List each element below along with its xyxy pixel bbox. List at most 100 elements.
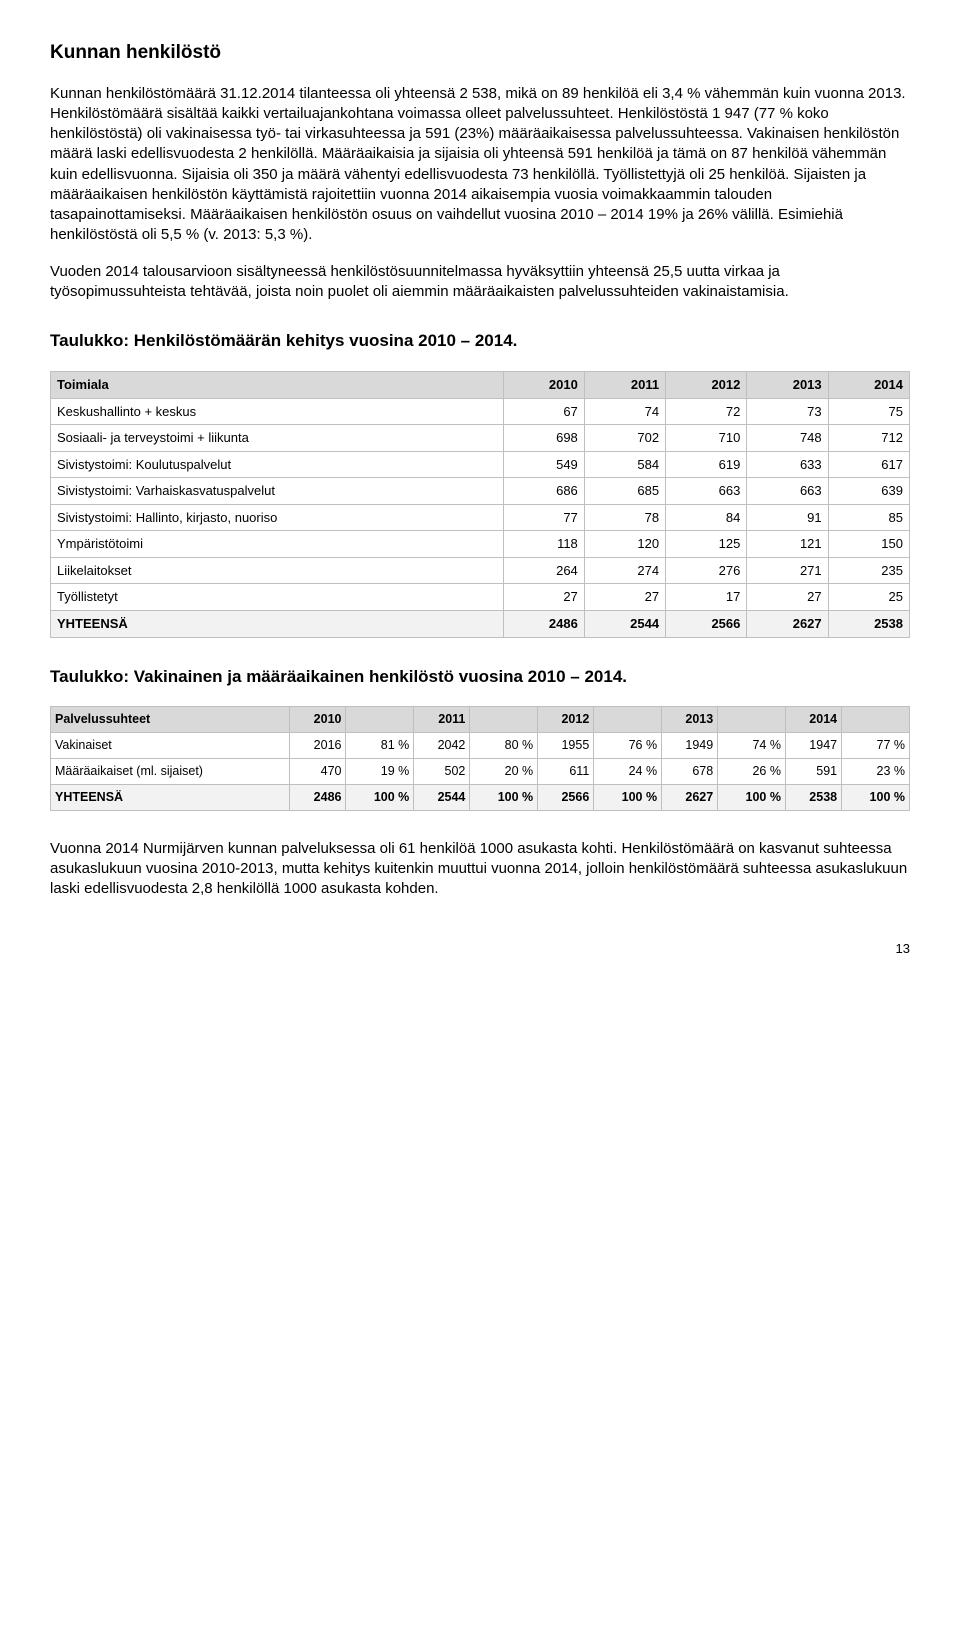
col-header: 2013 — [747, 372, 828, 399]
table-cell: 100 % — [346, 785, 414, 811]
table-cell: 125 — [666, 531, 747, 558]
table-cell: Työllistetyt — [51, 584, 504, 611]
table-cell: 502 — [414, 759, 470, 785]
table-cell: 748 — [747, 425, 828, 452]
table-cell: 639 — [828, 478, 909, 505]
table-cell: 685 — [584, 478, 665, 505]
table2-title: Taulukko: Vakinainen ja määräaikainen he… — [50, 666, 910, 689]
col-header: 2011 — [584, 372, 665, 399]
table-row: Sivistystoimi: Koulutuspalvelut549584619… — [51, 451, 910, 478]
col-header: 2013 — [662, 707, 718, 733]
table-row: Ympäristötoimi118120125121150 — [51, 531, 910, 558]
table-row: Keskushallinto + keskus6774727375 — [51, 398, 910, 425]
table-cell: 712 — [828, 425, 909, 452]
table-henkilostomaara: Toimiala 2010 2011 2012 2013 2014 Keskus… — [50, 371, 910, 637]
table-cell: Sivistystoimi: Varhaiskasvatuspalvelut — [51, 478, 504, 505]
col-header: 2010 — [503, 372, 584, 399]
table-cell: Liikelaitokset — [51, 557, 504, 584]
table-cell: 1955 — [538, 733, 594, 759]
table-cell: 678 — [662, 759, 718, 785]
table-cell: 76 % — [594, 733, 662, 759]
table-cell: 663 — [747, 478, 828, 505]
col-header — [470, 707, 538, 733]
col-header: 2010 — [290, 707, 346, 733]
table-cell: 81 % — [346, 733, 414, 759]
table-cell: 611 — [538, 759, 594, 785]
table1-title: Taulukko: Henkilöstömäärän kehitys vuosi… — [50, 330, 910, 353]
table-cell: 1947 — [785, 733, 841, 759]
table-cell: 20 % — [470, 759, 538, 785]
page-title: Kunnan henkilöstö — [50, 40, 910, 66]
col-header: 2012 — [666, 372, 747, 399]
table-total-row: YHTEENSÄ24862544256626272538 — [51, 611, 910, 638]
table-row: Vakinaiset201681 %204280 %195576 %194974… — [51, 733, 910, 759]
col-header: 2011 — [414, 707, 470, 733]
table-cell: 26 % — [718, 759, 786, 785]
table-row: Määräaikaiset (ml. sijaiset)47019 %50220… — [51, 759, 910, 785]
table-vakinainen-maaraaikainen: Palvelussuhteet 2010 2011 2012 2013 2014… — [50, 706, 910, 811]
table-cell: 702 — [584, 425, 665, 452]
table-cell: Keskushallinto + keskus — [51, 398, 504, 425]
col-header — [718, 707, 786, 733]
table-cell: 100 % — [842, 785, 910, 811]
col-header — [842, 707, 910, 733]
table-cell: 73 — [747, 398, 828, 425]
table-cell: 24 % — [594, 759, 662, 785]
table-cell: 584 — [584, 451, 665, 478]
col-header: 2014 — [785, 707, 841, 733]
table-cell: 2538 — [828, 611, 909, 638]
table-cell: 77 % — [842, 733, 910, 759]
table-cell: 698 — [503, 425, 584, 452]
table-cell: Sosiaali- ja terveystoimi + liikunta — [51, 425, 504, 452]
table-cell: 67 — [503, 398, 584, 425]
table-cell: Määräaikaiset (ml. sijaiset) — [51, 759, 290, 785]
table-row: Sivistystoimi: Varhaiskasvatuspalvelut68… — [51, 478, 910, 505]
table-cell: 2627 — [662, 785, 718, 811]
table-cell: 2486 — [290, 785, 346, 811]
table-cell: 470 — [290, 759, 346, 785]
paragraph-3: Vuonna 2014 Nurmijärven kunnan palveluks… — [50, 839, 910, 900]
table-cell: 633 — [747, 451, 828, 478]
table-header-row: Palvelussuhteet 2010 2011 2012 2013 2014 — [51, 707, 910, 733]
table-cell: 27 — [584, 584, 665, 611]
table-cell: 2566 — [538, 785, 594, 811]
table-cell: Sivistystoimi: Koulutuspalvelut — [51, 451, 504, 478]
table-cell: 84 — [666, 504, 747, 531]
paragraph-1: Kunnan henkilöstömäärä 31.12.2014 tilant… — [50, 84, 910, 246]
table-cell: 75 — [828, 398, 909, 425]
col-header — [594, 707, 662, 733]
table-cell: 1949 — [662, 733, 718, 759]
table-cell: 235 — [828, 557, 909, 584]
table-cell: 74 — [584, 398, 665, 425]
table-cell: 77 — [503, 504, 584, 531]
table-cell: 121 — [747, 531, 828, 558]
table-cell: 85 — [828, 504, 909, 531]
table-cell: 120 — [584, 531, 665, 558]
table-cell: 2042 — [414, 733, 470, 759]
table-cell: 19 % — [346, 759, 414, 785]
table-header-row: Toimiala 2010 2011 2012 2013 2014 — [51, 372, 910, 399]
table-cell: 74 % — [718, 733, 786, 759]
col-header: Palvelussuhteet — [51, 707, 290, 733]
col-header — [346, 707, 414, 733]
table-cell: 100 % — [470, 785, 538, 811]
table-cell: 274 — [584, 557, 665, 584]
table-cell: 2544 — [584, 611, 665, 638]
col-header: 2014 — [828, 372, 909, 399]
table-cell: 80 % — [470, 733, 538, 759]
table-cell: 17 — [666, 584, 747, 611]
table-cell: 150 — [828, 531, 909, 558]
col-header: 2012 — [538, 707, 594, 733]
table-cell: 27 — [503, 584, 584, 611]
table-cell: YHTEENSÄ — [51, 785, 290, 811]
table-row: Liikelaitokset264274276271235 — [51, 557, 910, 584]
table-cell: 2566 — [666, 611, 747, 638]
table-cell: 591 — [785, 759, 841, 785]
table-cell: 686 — [503, 478, 584, 505]
table-row: Sosiaali- ja terveystoimi + liikunta6987… — [51, 425, 910, 452]
table-cell: 91 — [747, 504, 828, 531]
table-cell: Sivistystoimi: Hallinto, kirjasto, nuori… — [51, 504, 504, 531]
table-cell: 2538 — [785, 785, 841, 811]
table-cell: Vakinaiset — [51, 733, 290, 759]
table-cell: 663 — [666, 478, 747, 505]
